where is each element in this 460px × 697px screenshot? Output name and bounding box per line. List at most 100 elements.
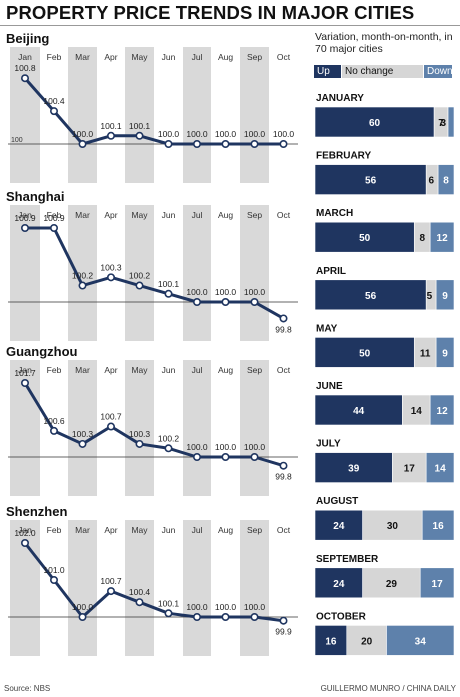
month-tick-label: Feb (47, 210, 62, 220)
price-series-line (23, 77, 284, 146)
data-point (135, 598, 144, 607)
data-point (164, 609, 173, 618)
month-tick-label: Jan (18, 210, 32, 220)
data-label: 100.7 (100, 576, 122, 586)
data-point (221, 140, 230, 149)
data-label: 100.0 (72, 129, 94, 139)
source-note: Source: NBS (4, 684, 51, 693)
data-label: 100.6 (43, 416, 65, 426)
data-point (49, 575, 58, 584)
month-row: SEPTEMBER 24 29 17 (314, 554, 455, 599)
data-label: 100.0 (215, 287, 237, 297)
data-point (49, 107, 58, 116)
data-point (279, 616, 288, 625)
bar-value-label: 56 (365, 176, 377, 187)
baseline-label: 100 (11, 137, 23, 144)
city-chart-guangzhou: Guangzhou Jan Feb Mar Apr May Jun Jul Aug Sep Oct 1… (6, 344, 298, 496)
shaded-month-column (183, 205, 211, 341)
month-tick-label: Sep (247, 210, 262, 220)
data-label: 100.4 (129, 587, 151, 597)
month-row: MARCH 50 8 12 (314, 208, 455, 253)
bar-value-label: 24 (333, 579, 345, 590)
data-label: 101.7 (14, 368, 36, 378)
month-tick-label: Sep (247, 365, 262, 375)
bar-segment-no-change (362, 509, 423, 541)
bar-value-label: 30 (387, 521, 399, 532)
shaded-month-column (125, 520, 154, 656)
bar-segment-up (314, 164, 427, 195)
month-label: MARCH (316, 208, 353, 219)
data-point (20, 378, 29, 387)
shaded-month-column (68, 360, 97, 496)
bar-value-label: 20 (361, 636, 373, 647)
data-label: 100.0 (244, 602, 266, 612)
city-chart-beijing: Beijing Jan Feb Mar Apr May Jun Jul Aug Sep Oct 100… (6, 31, 298, 183)
month-tick-label: May (131, 365, 148, 375)
data-point (20, 538, 29, 547)
data-label: 100.0 (215, 129, 237, 139)
shaded-month-column (125, 360, 154, 496)
month-tick-label: Feb (47, 365, 62, 375)
data-label: 100.0 (244, 129, 266, 139)
bar-segment-down (429, 394, 455, 426)
data-point (20, 74, 29, 83)
data-point (49, 224, 58, 233)
data-label: 100.4 (43, 96, 65, 106)
data-label: 100.2 (72, 271, 94, 281)
data-point (49, 426, 58, 435)
city-title: Shenzhen (6, 504, 67, 519)
bar-segment-no-change (362, 567, 421, 599)
data-point (193, 612, 202, 621)
bar-segment-up (314, 106, 435, 138)
data-point (279, 461, 288, 470)
month-tick-label: Oct (277, 210, 291, 220)
month-row: AUGUST 24 30 16 (314, 496, 455, 541)
month-label: JULY (316, 439, 341, 450)
bar-value-label: 16 (433, 521, 445, 532)
data-label: 99.8 (275, 324, 292, 334)
bar-value-label: 16 (325, 636, 337, 647)
month-tick-label: Mar (75, 365, 90, 375)
data-label: 100.0 (186, 287, 208, 297)
bar-segment-down (435, 337, 455, 368)
month-tick-label: Aug (218, 365, 233, 375)
data-label: 100.0 (273, 129, 295, 139)
month-tick-label: Jan (18, 52, 32, 62)
bar-value-label: 24 (333, 521, 345, 532)
credit-note: GUILLERMO MUNRO / CHINA DAILY (320, 684, 456, 693)
bar-value-label: 50 (359, 233, 371, 244)
city-chart-shanghai: Shanghai Jan Feb Mar Apr May Jun Jul Aug Sep Oct 10… (6, 189, 298, 341)
data-label: 100.1 (129, 121, 151, 131)
month-tick-label: May (131, 525, 148, 535)
month-tick-label: Jun (162, 525, 176, 535)
legend-item: Up (314, 65, 341, 78)
bar-segment-up (314, 452, 393, 483)
data-label: 100.0 (215, 602, 237, 612)
data-point (250, 612, 259, 621)
bar-value-label: 14 (411, 406, 423, 417)
bar-value-label: 17 (432, 579, 444, 590)
bar-value-label: 56 (365, 291, 377, 302)
month-tick-label: Sep (247, 52, 262, 62)
bar-segment-up (314, 337, 415, 368)
data-label: 100.1 (100, 121, 122, 131)
bar-segment-no-change (402, 394, 431, 426)
month-row: OCTOBER 16 20 34 (314, 611, 455, 656)
month-tick-label: Jun (162, 210, 176, 220)
city-title: Guangzhou (6, 344, 78, 359)
bar-value-label: 44 (353, 406, 365, 417)
month-row: JUNE 44 14 12 (314, 381, 455, 426)
data-point (193, 297, 202, 306)
data-label: 100.8 (14, 63, 36, 73)
month-tick-label: Feb (47, 525, 62, 535)
title-divider (0, 25, 460, 26)
data-label: 100.2 (158, 433, 180, 443)
bar-value-label: 60 (369, 118, 381, 129)
bar-segment-down (447, 106, 455, 138)
shaded-month-column (240, 520, 269, 656)
month-label: FEBRUARY (316, 151, 372, 162)
bar-segment-down (425, 452, 455, 483)
data-point (78, 612, 87, 621)
data-point (193, 452, 202, 461)
